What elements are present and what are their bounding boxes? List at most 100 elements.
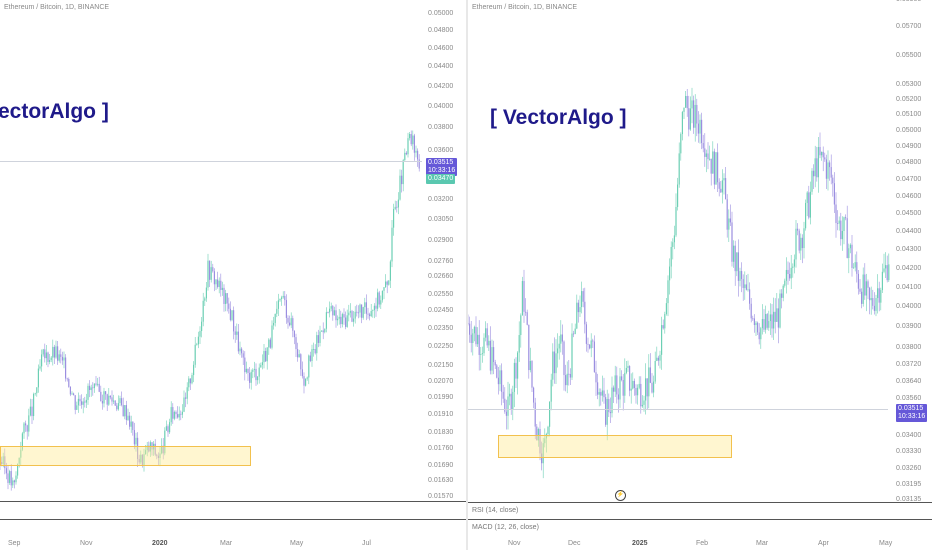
candle <box>613 385 615 404</box>
candle <box>207 253 209 291</box>
candle <box>766 312 768 330</box>
candle <box>837 210 839 231</box>
y-tick-label: 0.05700 <box>896 23 922 31</box>
candle <box>4 448 6 475</box>
badge-time: 10:33:16 <box>428 167 456 174</box>
candle <box>50 356 52 363</box>
pane-separator[interactable] <box>0 501 466 502</box>
candle <box>520 313 522 348</box>
candle <box>151 442 153 456</box>
candle <box>157 452 159 466</box>
candle <box>691 87 693 124</box>
candle <box>89 380 91 398</box>
candle <box>579 295 581 317</box>
candle <box>539 421 541 461</box>
candle <box>242 350 244 366</box>
candle <box>204 296 206 307</box>
y-tick-label: 0.03600 <box>428 146 454 154</box>
y-tick-label: 0.01630 <box>428 477 454 485</box>
candle <box>159 446 161 467</box>
candle <box>47 351 49 368</box>
y-tick-label: 0.03400 <box>896 431 922 439</box>
x-tick-label: Dec <box>568 540 581 547</box>
candle <box>295 333 297 358</box>
candle <box>410 130 412 147</box>
candle <box>777 298 779 344</box>
candle <box>614 365 616 398</box>
candle <box>293 330 295 345</box>
y-tick-label: 0.02070 <box>428 377 454 385</box>
candle <box>81 394 83 409</box>
x-tick-label: Nov <box>508 540 521 547</box>
macd-label[interactable]: MACD (12, 26, close) <box>472 524 539 531</box>
candle <box>343 308 345 325</box>
candle <box>386 280 388 294</box>
candle <box>851 235 853 277</box>
candle <box>489 326 491 375</box>
candle <box>625 360 627 375</box>
candle <box>93 383 95 393</box>
candle <box>127 408 129 421</box>
candle <box>795 220 797 268</box>
candle <box>356 304 358 317</box>
candle <box>317 329 319 348</box>
candle <box>140 450 142 465</box>
candle <box>68 377 70 388</box>
candle <box>701 112 703 150</box>
left-chart-panel[interactable]: Ethereum / Bitcoin, 1D, BINANCE ectorAlg… <box>0 0 466 550</box>
candle <box>337 315 339 326</box>
candle <box>52 339 54 366</box>
candle <box>135 432 137 452</box>
candle <box>250 369 252 390</box>
candle <box>800 233 802 260</box>
candle <box>237 324 239 354</box>
candle <box>742 274 744 301</box>
candle <box>576 294 578 330</box>
candle <box>494 359 496 369</box>
y-tick-label: 0.05100 <box>896 111 922 119</box>
candle <box>41 349 43 372</box>
candle <box>196 342 198 346</box>
candle <box>739 267 741 287</box>
candle <box>469 316 471 343</box>
candle <box>485 321 487 342</box>
candle <box>677 177 679 211</box>
candle <box>180 410 182 421</box>
candle <box>282 291 284 299</box>
support-zone[interactable] <box>0 446 251 466</box>
candle <box>656 346 658 362</box>
y-tick-label: 0.04100 <box>896 283 922 291</box>
candle <box>170 401 172 426</box>
left-candles-layer <box>0 130 420 491</box>
candle <box>688 95 690 137</box>
candle <box>76 401 78 410</box>
y-tick-label: 0.01830 <box>428 429 454 437</box>
lightning-icon[interactable]: ⚡ <box>615 490 626 501</box>
pane-separator[interactable] <box>468 519 932 520</box>
candle <box>361 304 363 324</box>
x-tick-label: Mar <box>220 540 233 547</box>
candle <box>683 107 685 120</box>
candle <box>558 335 560 360</box>
pane-separator[interactable] <box>468 502 932 503</box>
candle <box>124 405 126 420</box>
candle <box>362 306 364 320</box>
right-chart-panel[interactable]: Ethereum / Bitcoin, 1D, BINANCE [ Vector… <box>468 0 932 550</box>
candle <box>859 278 861 294</box>
candle <box>314 344 316 355</box>
candle <box>213 268 215 292</box>
candle <box>693 95 695 134</box>
rsi-label[interactable]: RSI (14, close) <box>472 507 519 514</box>
candle <box>785 257 787 294</box>
candle <box>662 319 664 330</box>
candle <box>798 228 800 254</box>
candle <box>177 406 179 419</box>
pane-separator[interactable] <box>0 519 466 520</box>
candle <box>622 374 624 411</box>
support-zone[interactable] <box>498 435 732 458</box>
candle <box>581 281 583 314</box>
candle <box>332 305 334 321</box>
y-tick-label: 0.03720 <box>896 360 922 368</box>
candle <box>867 279 869 300</box>
candle <box>869 286 871 315</box>
